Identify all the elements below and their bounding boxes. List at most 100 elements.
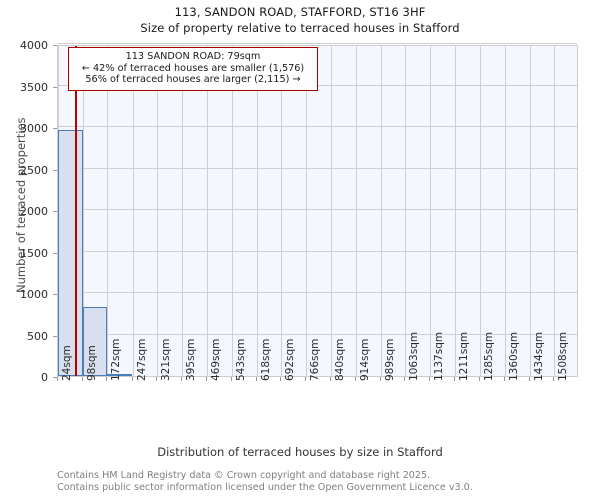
footer-attribution: Contains HM Land Registry data © Crown c…: [57, 470, 597, 493]
footer-line-1: Contains HM Land Registry data © Crown c…: [57, 470, 431, 481]
grid-line-horizontal: [58, 292, 577, 293]
x-axis-tick-label: 1285sqm: [482, 331, 495, 381]
x-axis-tick-label: 1508sqm: [557, 331, 570, 381]
y-axis-tick-mark: [53, 211, 57, 212]
grid-line-vertical: [182, 46, 184, 376]
x-axis-tick-mark: [429, 377, 431, 381]
grid-line-vertical: [157, 46, 159, 376]
y-axis-tick-mark: [53, 377, 57, 378]
grid-line-vertical: [206, 46, 208, 376]
y-axis-tick-mark: [53, 294, 57, 295]
chart-title-block: 113, SANDON ROAD, STAFFORD, ST16 3HF Siz…: [0, 0, 600, 36]
y-axis-tick-label: 0: [41, 371, 48, 384]
x-axis-tick-mark: [181, 377, 183, 381]
chart-title-primary: 113, SANDON ROAD, STAFFORD, ST16 3HF: [174, 5, 426, 19]
annotation-property-line: 113 SANDON ROAD: 79sqm: [125, 51, 261, 62]
x-axis-tick-mark: [81, 377, 83, 381]
x-axis-tick-label: 618sqm: [259, 338, 272, 381]
x-axis-tick-label: 1211sqm: [457, 331, 470, 381]
x-axis-tick-mark: [453, 377, 455, 381]
x-axis-tick-mark: [230, 377, 232, 381]
grid-line-vertical: [132, 46, 134, 376]
grid-line-vertical: [256, 46, 258, 376]
grid-line-vertical: [306, 46, 308, 376]
x-axis-tick-mark: [106, 377, 108, 381]
x-axis-tick-mark: [57, 377, 58, 381]
y-axis-tick-label: 3000: [20, 122, 48, 135]
x-axis-tick-label: 914sqm: [358, 338, 371, 381]
property-marker-line: [75, 46, 78, 376]
x-axis-tick-label: 766sqm: [309, 338, 322, 381]
y-axis-tick-mark: [53, 335, 57, 337]
x-axis-tick-mark: [379, 377, 381, 381]
grid-line-vertical: [281, 46, 283, 376]
y-axis-tick-label: 500: [27, 329, 48, 343]
x-axis-tick-label: 840sqm: [333, 338, 346, 381]
histogram-bar: [82, 307, 108, 376]
grid-line-horizontal: [58, 167, 577, 169]
x-axis-tick-label: 543sqm: [234, 338, 247, 381]
y-axis-tick-label: 2000: [20, 205, 48, 218]
grid-line-horizontal: [58, 250, 577, 252]
x-axis-tick-label: 98sqm: [85, 345, 98, 381]
grid-line-vertical: [355, 46, 357, 376]
x-axis-tick-mark: [329, 377, 331, 381]
grid-line-vertical: [231, 46, 233, 376]
y-axis-tick-label: 2500: [20, 163, 48, 177]
x-axis-tick-mark: [156, 377, 158, 381]
y-axis-tick-mark: [53, 86, 57, 88]
x-axis-tick-mark: [131, 377, 133, 381]
x-axis-tick-label: 469sqm: [209, 338, 222, 381]
x-axis-tick-mark: [255, 377, 257, 381]
property-annotation-box: 113 SANDON ROAD: 79sqm ← 42% of terraced…: [68, 47, 318, 91]
grid-line-vertical: [107, 46, 109, 376]
grid-line-vertical: [479, 46, 481, 376]
y-axis-tick-label: 3500: [20, 80, 48, 94]
y-axis-tick-label: 1500: [20, 246, 48, 260]
x-axis-tick-mark: [280, 377, 282, 381]
chart-title-secondary: Size of property relative to terraced ho…: [140, 21, 460, 35]
x-axis-tick-label: 1434sqm: [532, 331, 545, 381]
x-axis-tick-mark: [404, 377, 406, 381]
x-axis-tick-label: 321sqm: [160, 338, 173, 381]
grid-line-vertical: [380, 46, 382, 376]
grid-line-horizontal: [58, 126, 577, 127]
x-axis-tick-mark: [205, 377, 207, 381]
histogram-bar: [107, 373, 133, 376]
y-axis-tick-mark: [53, 169, 57, 171]
grid-line-vertical: [454, 46, 456, 376]
plot-area: [57, 43, 578, 377]
x-axis-tick-label: 247sqm: [135, 338, 148, 381]
annotation-larger-line: 56% of terraced houses are larger (2,115…: [85, 74, 301, 86]
x-axis-tick-mark: [528, 377, 530, 381]
x-axis-tick-label: 395sqm: [185, 338, 198, 381]
grid-line-vertical: [405, 46, 407, 376]
grid-line-vertical: [430, 46, 432, 376]
y-axis-tick-label: 4000: [20, 39, 48, 52]
grid-line-vertical: [529, 46, 531, 376]
grid-line-horizontal: [58, 43, 577, 44]
x-axis-tick-mark: [354, 377, 356, 381]
x-axis-title: Distribution of terraced houses by size …: [157, 445, 443, 459]
x-axis-tick-label: 24sqm: [61, 345, 73, 381]
x-axis-tick-mark: [478, 377, 480, 381]
grid-line-horizontal: [58, 333, 577, 335]
annotation-smaller-line: ← 42% of terraced houses are smaller (1,…: [81, 62, 305, 74]
grid-line-horizontal: [58, 209, 577, 210]
histogram-bar: [58, 130, 83, 376]
x-axis-tick-label: 989sqm: [383, 338, 396, 381]
x-axis-tick-mark: [305, 377, 307, 381]
grid-line-vertical: [82, 46, 84, 376]
x-axis-tick-label: 172sqm: [110, 338, 123, 381]
y-axis-tick-mark: [53, 128, 57, 129]
x-axis-tick-mark: [503, 377, 505, 381]
grid-line-vertical: [330, 46, 332, 376]
x-axis-tick-mark: [553, 377, 555, 381]
x-axis-tick-label: 1360sqm: [507, 331, 520, 381]
y-axis-tick-label: 1000: [20, 288, 48, 301]
x-axis-tick-label: 1137sqm: [433, 331, 446, 381]
x-axis-tick-label: 692sqm: [284, 338, 297, 381]
grid-line-vertical: [504, 46, 506, 376]
y-axis-tick-mark: [53, 45, 57, 46]
